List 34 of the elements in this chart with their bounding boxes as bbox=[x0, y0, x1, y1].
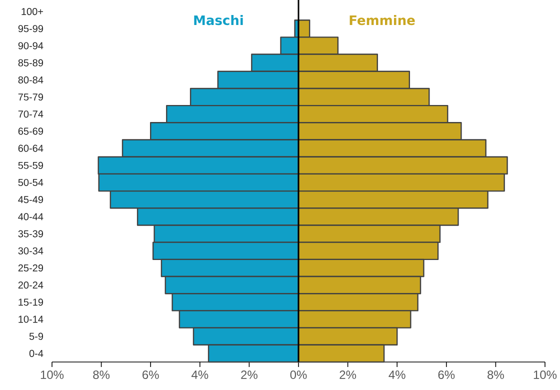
y-tick-label: 35-39 bbox=[18, 230, 44, 238]
y-tick-label: 75-79 bbox=[18, 93, 44, 101]
y-tick-label: 55-59 bbox=[18, 162, 44, 169]
y-tick-label: 25-29 bbox=[18, 264, 44, 272]
y-tick-label: 65-69 bbox=[18, 128, 44, 135]
y-tick-label: 70-74 bbox=[18, 110, 44, 118]
y-tick-label: 30-34 bbox=[18, 247, 44, 254]
x-tick-label: 4% bbox=[388, 370, 406, 379]
x-tick-label: 2% bbox=[340, 370, 356, 379]
y-tick-label: 90-94 bbox=[18, 42, 44, 50]
x-tick-label: 2% bbox=[241, 370, 258, 379]
y-tick-label: 15-19 bbox=[18, 298, 44, 306]
x-tick-label: 0% bbox=[290, 370, 307, 380]
y-tick-label: 40-44 bbox=[18, 213, 44, 220]
y-tick-label: 20-24 bbox=[18, 282, 44, 289]
x-tick-label: 8% bbox=[488, 370, 504, 380]
y-tick-label: 5-9 bbox=[29, 332, 44, 340]
y-tick-label: 85-89 bbox=[18, 59, 44, 66]
y-tick-label: 45-49 bbox=[18, 196, 44, 204]
y-tick-label: 80-84 bbox=[18, 76, 44, 84]
y-tick-label: 0-4 bbox=[29, 350, 44, 357]
y-tick-label: 10-14 bbox=[18, 316, 44, 323]
x-tick-label: 8% bbox=[93, 370, 110, 380]
x-tick-label: 10% bbox=[40, 370, 64, 380]
text: Maschi bbox=[194, 15, 243, 26]
x-tick-label: 6% bbox=[142, 370, 159, 380]
x-tick-label: 10% bbox=[534, 370, 557, 380]
x-tick-label: 6% bbox=[438, 370, 455, 380]
series-label: Femmine bbox=[350, 15, 415, 26]
y-tick-label: 95-99 bbox=[18, 25, 44, 32]
y-tick-label: 100+ bbox=[22, 8, 43, 16]
y-tick-label: 50-54 bbox=[18, 178, 44, 186]
y-tick-label: 60-64 bbox=[18, 144, 44, 152]
x-tick-label: 4% bbox=[192, 370, 208, 379]
